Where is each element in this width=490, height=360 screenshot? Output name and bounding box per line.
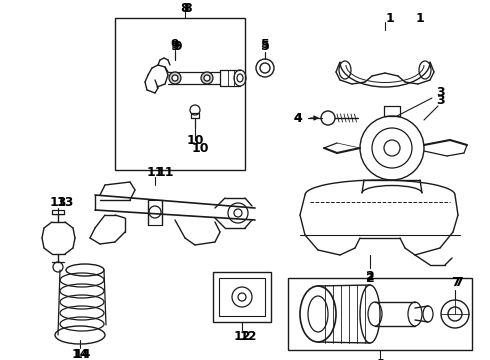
Text: 9: 9 (171, 39, 179, 51)
Text: 9: 9 (171, 40, 179, 53)
Text: 9: 9 (173, 40, 182, 53)
Text: 5: 5 (261, 40, 270, 53)
Text: 13: 13 (49, 195, 67, 208)
Circle shape (172, 75, 178, 81)
Bar (115, 18, 245, 170)
Text: 14: 14 (73, 348, 91, 360)
Text: 13: 13 (56, 195, 74, 208)
Text: 7: 7 (454, 276, 463, 289)
Text: 1: 1 (416, 12, 424, 24)
Circle shape (169, 72, 181, 84)
Text: 3: 3 (436, 94, 444, 107)
Bar (219, 278, 265, 316)
Text: 11: 11 (156, 166, 174, 179)
Text: 14: 14 (71, 348, 89, 360)
Text: 11: 11 (146, 166, 164, 179)
Text: 5: 5 (261, 39, 270, 51)
Bar (213, 272, 271, 322)
Text: 4: 4 (294, 112, 302, 125)
Text: 2: 2 (366, 270, 374, 283)
Text: 12: 12 (239, 330, 257, 343)
Text: 4: 4 (294, 112, 302, 125)
Text: 2: 2 (366, 271, 374, 284)
Text: 7: 7 (451, 276, 460, 289)
Circle shape (201, 72, 213, 84)
Text: 6: 6 (376, 359, 384, 360)
Text: 10: 10 (191, 141, 209, 154)
Circle shape (204, 75, 210, 81)
Text: 6: 6 (376, 359, 384, 360)
Text: 1: 1 (386, 12, 394, 24)
Text: 10: 10 (186, 134, 204, 147)
Text: 3: 3 (436, 86, 444, 99)
Bar (288, 278, 472, 350)
Bar (52, 210, 64, 214)
Text: 8: 8 (181, 1, 189, 14)
Text: 12: 12 (233, 330, 251, 343)
Text: 8: 8 (184, 3, 192, 15)
